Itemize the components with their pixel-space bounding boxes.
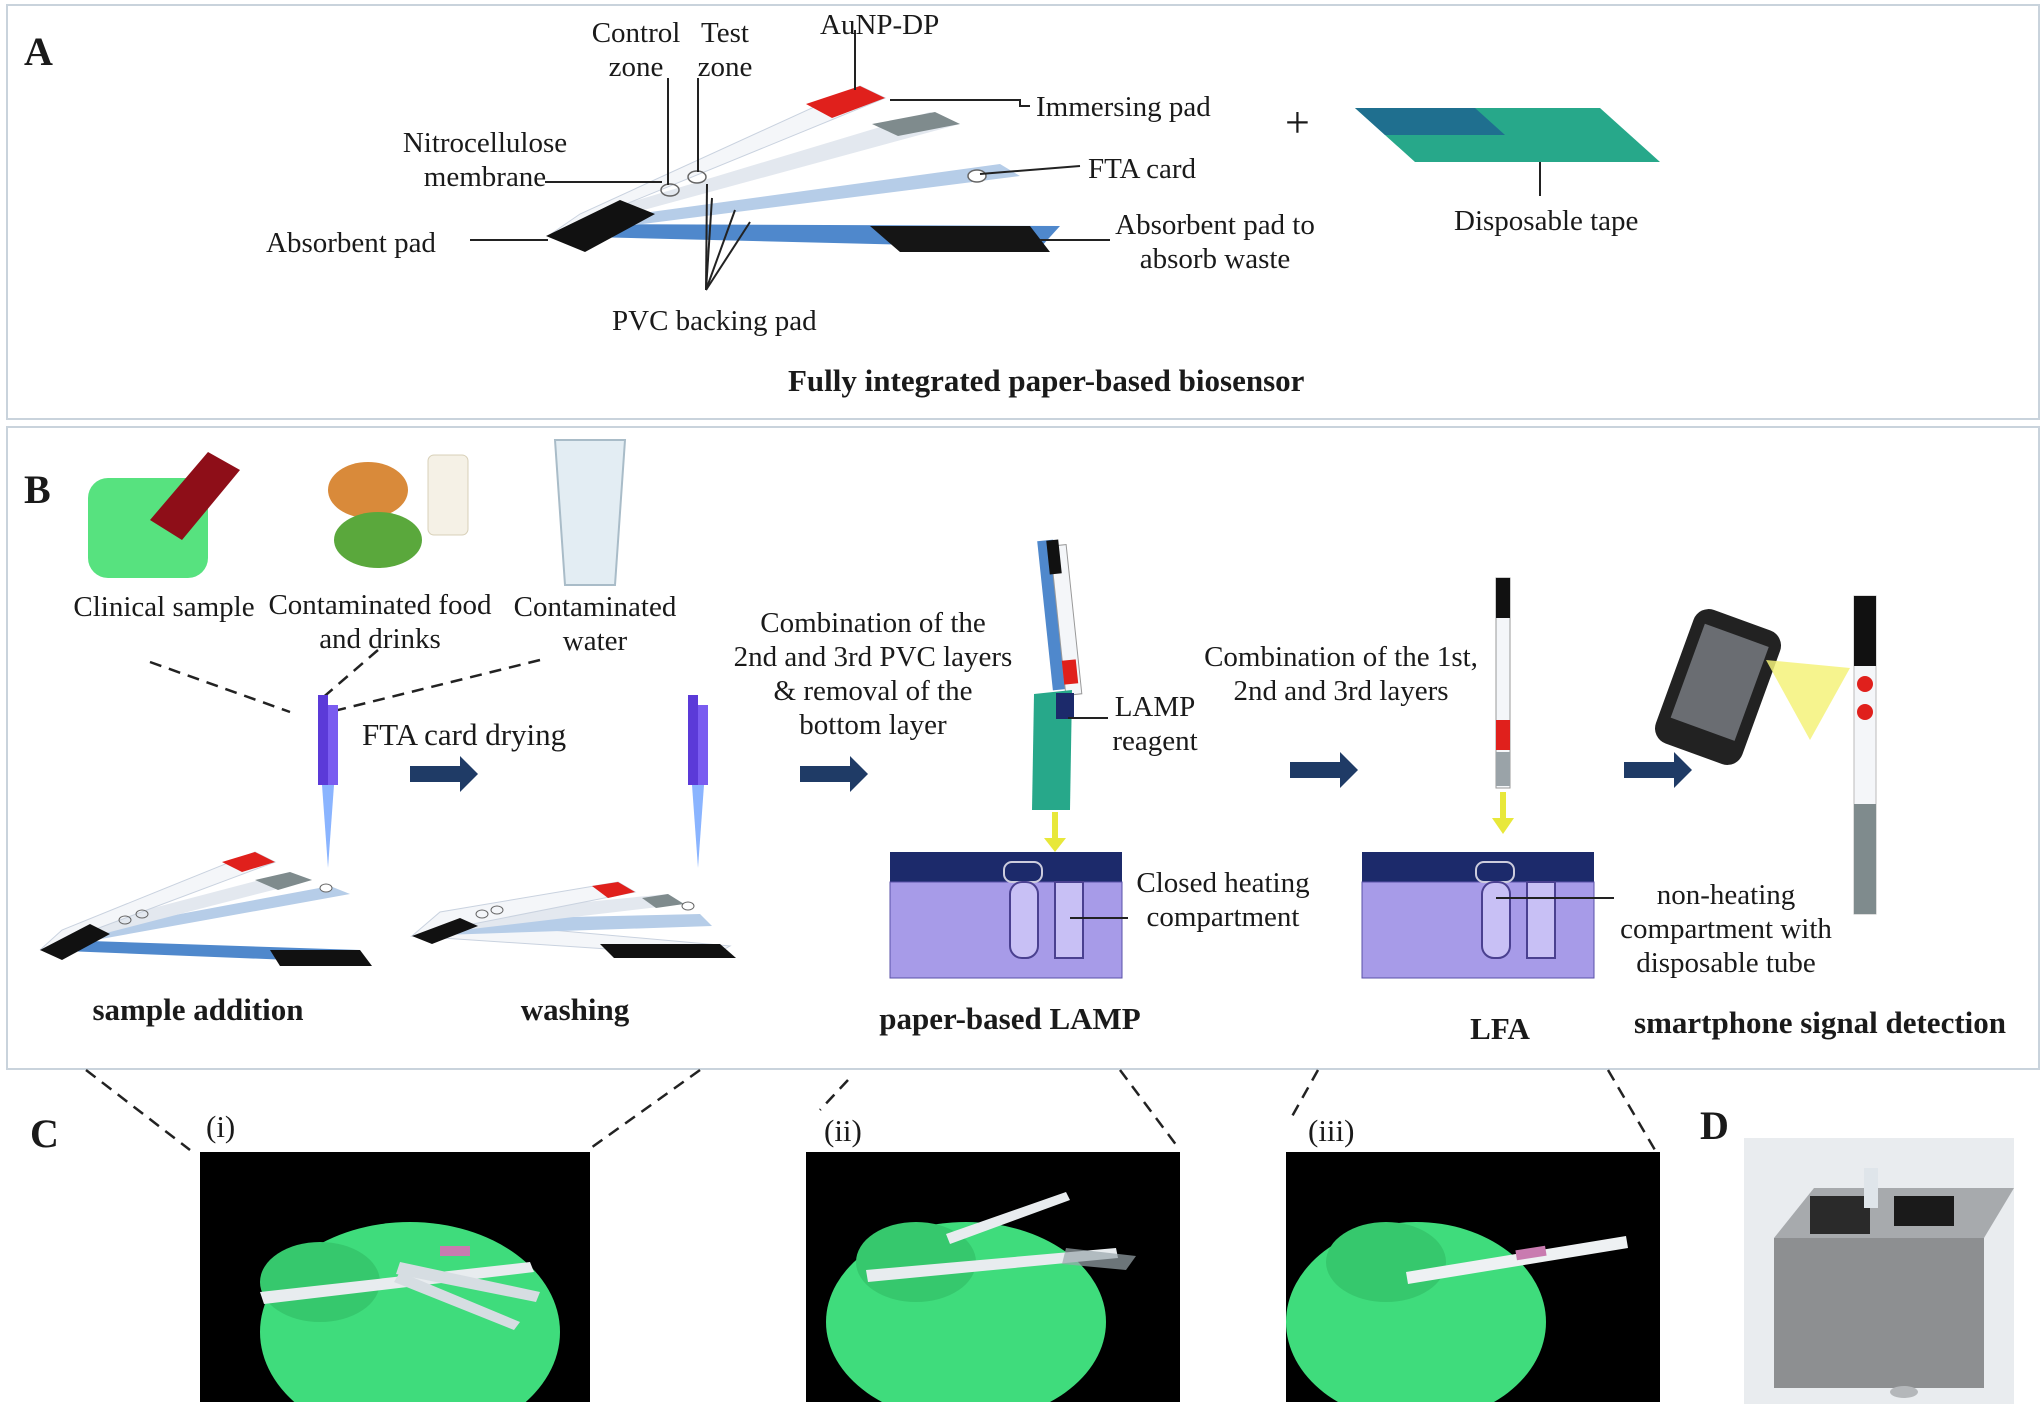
- photo-ii: [806, 1152, 1180, 1402]
- step-sample-addition: sample addition: [92, 992, 304, 1027]
- photo-i: [200, 1152, 590, 1402]
- closed-heating-device: [889, 852, 1128, 979]
- contaminated-food-label: Contaminated food and drinks: [268, 589, 492, 655]
- water-glass-image: [553, 439, 627, 586]
- photo-ii-image: [826, 1192, 1136, 1402]
- pvc-backing-label: PVC backing pad: [612, 305, 817, 337]
- vegetable-image: [334, 512, 422, 568]
- photo-iii: [1286, 1152, 1660, 1402]
- fta-card-label: FTA card: [1088, 153, 1197, 185]
- absorbent-pad-black: [546, 200, 655, 252]
- lfa-strip: [1492, 577, 1514, 834]
- step-lfa: LFA: [1470, 1011, 1530, 1046]
- arrow-1: [410, 756, 478, 792]
- control-zone-circle: [660, 183, 680, 197]
- photo-d: [1744, 1138, 2014, 1404]
- panel-a-label: A: [24, 29, 53, 74]
- lamp-strip: [1032, 539, 1108, 852]
- milk-glass-image: [427, 454, 469, 536]
- fruit-image: [328, 462, 408, 518]
- test-zone-label: Test zone: [697, 17, 753, 83]
- combination-1-2-3-label: Combination of the 1st, 2nd and 3rd layer…: [1204, 641, 1478, 707]
- panel-b-label: B: [24, 467, 51, 512]
- lamp-reagent-label: LAMP reagent: [1112, 691, 1198, 757]
- panel-a-caption: Fully integrated paper-based biosensor: [788, 363, 1305, 398]
- clinical-sample-label: Clinical sample: [73, 591, 255, 623]
- detection-strip: [1853, 595, 1877, 915]
- fta-drying-label: FTA card drying: [362, 717, 567, 752]
- non-heating-label: non-heating compartment with disposable tu…: [1620, 879, 1832, 979]
- middle-layer: [548, 112, 960, 236]
- non-heating-device: [1361, 852, 1614, 979]
- disposable-tape-dark: [1355, 108, 1505, 135]
- immersing-pad-label: Immersing pad: [1036, 91, 1211, 123]
- panel-b: [6, 426, 2040, 1070]
- absorbent-waste-label: Absorbent pad to absorb waste: [1115, 209, 1315, 275]
- closed-heating-label: Closed heating compartment: [1136, 867, 1310, 933]
- nitrocellulose-label: Nitrocellulose membrane: [402, 127, 568, 193]
- absorbent-pad-label: Absorbent pad: [266, 227, 436, 259]
- panel-a: [6, 4, 2040, 420]
- dropper-2: [688, 695, 708, 868]
- contaminated-water-label: Contaminated water: [513, 591, 677, 657]
- arrow-3: [1290, 752, 1358, 788]
- sample-addition-strips: [39, 851, 372, 966]
- step-washing: washing: [520, 992, 630, 1027]
- photo-iii-image: [1286, 1222, 1628, 1402]
- step-smartphone-detection: smartphone signal detection: [1634, 1005, 2006, 1040]
- washing-strips: [410, 881, 736, 958]
- photo-iii-label: (iii): [1308, 1113, 1355, 1148]
- heating-device-photo: [1744, 1138, 2014, 1404]
- aunp-dp-label: AuNP-DP: [820, 9, 940, 41]
- middle-grey-pad: [872, 112, 960, 136]
- smartphone: [1654, 609, 1850, 765]
- blood-tubes-image: [150, 452, 240, 540]
- dropper-1: [318, 695, 338, 868]
- arrow-2: [800, 756, 868, 792]
- photo-i-image: [260, 1222, 560, 1402]
- aunp-red-pad: [806, 86, 885, 118]
- panel-d-label: D: [1700, 1103, 1729, 1148]
- control-zone-label: Control zone: [591, 17, 681, 83]
- fta-layer: [548, 164, 1020, 236]
- photo-ii-label: (ii): [824, 1113, 862, 1148]
- step-paper-based-lamp: paper-based LAMP: [879, 1001, 1141, 1036]
- photo-i-label: (i): [206, 1109, 236, 1144]
- panel-c-label: C: [30, 1111, 59, 1156]
- light-beam: [1766, 660, 1850, 740]
- arrow-4: [1624, 752, 1692, 788]
- disposable-tape-label: Disposable tape: [1454, 205, 1639, 237]
- combination-2-3-label: Combination of the 2nd and 3rd PVC layers…: [733, 607, 1013, 741]
- absorbent-waste-pad: [870, 226, 1050, 252]
- plus-sign: +: [1285, 98, 1310, 147]
